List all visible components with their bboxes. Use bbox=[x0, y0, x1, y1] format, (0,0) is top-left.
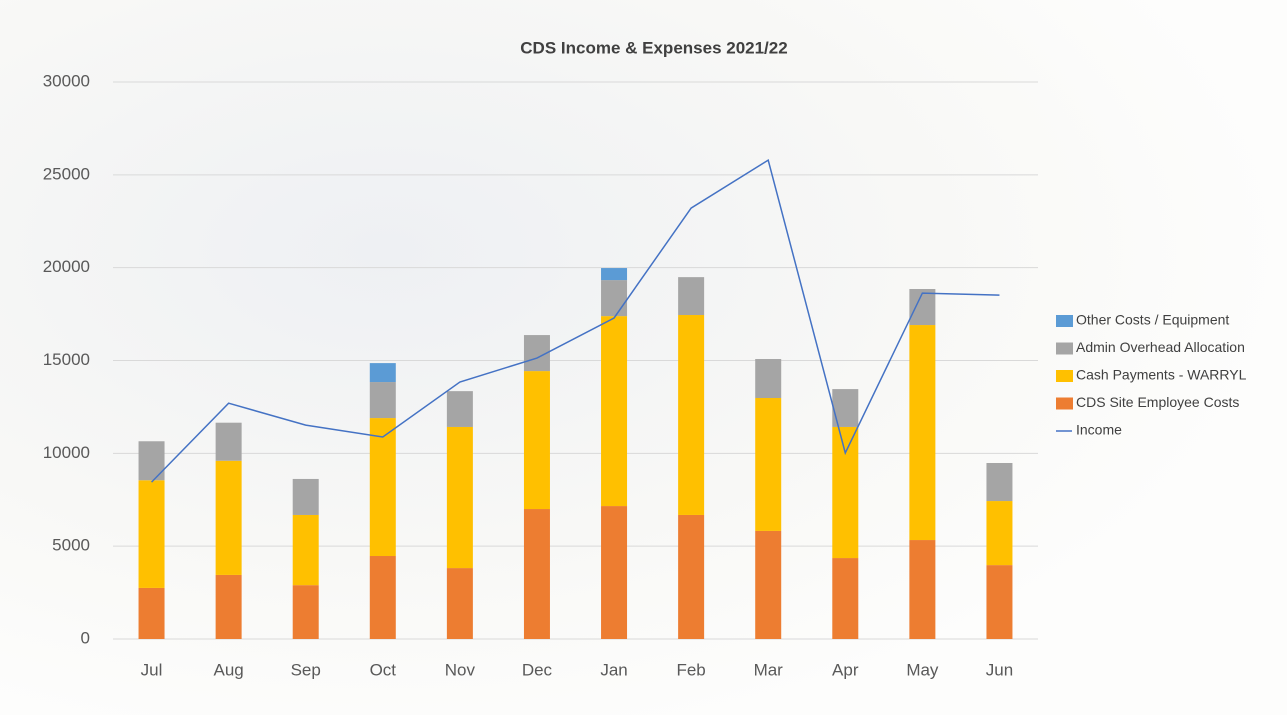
bar-segment bbox=[216, 423, 242, 461]
bar-segment bbox=[909, 325, 935, 540]
x-tick-label: Apr bbox=[832, 660, 859, 679]
x-tick-label: Oct bbox=[370, 660, 397, 679]
legend-label: Cash Payments - WARRYL bbox=[1076, 367, 1247, 383]
bar-segment bbox=[524, 371, 550, 509]
x-tick-label: Jun bbox=[986, 660, 1013, 679]
legend-label: Income bbox=[1076, 422, 1122, 438]
legend-swatch bbox=[1056, 370, 1073, 382]
bar-segment bbox=[909, 540, 935, 639]
legend-label: Admin Overhead Allocation bbox=[1076, 339, 1245, 355]
bar-segment bbox=[601, 280, 627, 316]
bar-segment bbox=[832, 558, 858, 639]
y-tick-label: 15000 bbox=[43, 350, 90, 369]
y-tick-label: 20000 bbox=[43, 257, 90, 276]
y-tick-label: 25000 bbox=[43, 164, 90, 183]
bar-segment bbox=[370, 556, 396, 639]
bar-segment bbox=[216, 575, 242, 639]
x-tick-label: Jul bbox=[141, 660, 163, 679]
bar-segment bbox=[678, 515, 704, 639]
x-tick-label: May bbox=[906, 660, 939, 679]
x-tick-label: Feb bbox=[676, 660, 705, 679]
x-tick-label: Sep bbox=[291, 660, 321, 679]
bar-segment bbox=[293, 479, 319, 515]
bar-segment bbox=[139, 480, 165, 588]
bar-segment bbox=[370, 382, 396, 418]
bar-segment bbox=[755, 359, 781, 398]
legend-swatch bbox=[1056, 315, 1073, 327]
bar-segment bbox=[293, 515, 319, 585]
x-tick-label: Dec bbox=[522, 660, 553, 679]
x-tick-label: Nov bbox=[445, 660, 476, 679]
legend-label: Other Costs / Equipment bbox=[1076, 312, 1229, 328]
bar-segment bbox=[139, 441, 165, 480]
bar-segment bbox=[601, 506, 627, 639]
x-tick-label: Aug bbox=[214, 660, 244, 679]
chart: CDS Income & Expenses 2021/22 0 5000 10000… bbox=[0, 0, 1287, 715]
bar-segment bbox=[755, 398, 781, 531]
bar-segment bbox=[986, 565, 1012, 639]
y-tick-label: 5000 bbox=[52, 536, 90, 555]
bar-segment bbox=[447, 391, 473, 427]
x-tick-label: Jan bbox=[600, 660, 627, 679]
legend-swatch bbox=[1056, 398, 1073, 410]
bar-segment bbox=[678, 277, 704, 315]
bar-segment bbox=[755, 531, 781, 639]
bar-segment bbox=[370, 363, 396, 382]
y-tick-label: 0 bbox=[81, 628, 90, 647]
chart-title: CDS Income & Expenses 2021/22 bbox=[520, 38, 787, 57]
legend-label: CDS Site Employee Costs bbox=[1076, 394, 1239, 410]
x-tick-label: Mar bbox=[754, 660, 784, 679]
bar-segment bbox=[370, 418, 396, 556]
bar-segment bbox=[601, 316, 627, 506]
bar-segment bbox=[601, 268, 627, 280]
background bbox=[0, 0, 1287, 715]
bar-segment bbox=[678, 315, 704, 515]
y-tick-label: 30000 bbox=[43, 71, 90, 90]
bar-segment bbox=[832, 427, 858, 558]
bar-segment bbox=[524, 509, 550, 639]
bar-segment bbox=[139, 588, 165, 639]
bar-segment bbox=[293, 585, 319, 639]
bar-segment bbox=[986, 463, 1012, 501]
bar-segment bbox=[447, 568, 473, 639]
legend-swatch bbox=[1056, 343, 1073, 355]
y-tick-label: 10000 bbox=[43, 443, 90, 462]
bar-segment bbox=[447, 427, 473, 568]
bar-segment bbox=[986, 501, 1012, 565]
bar-segment bbox=[216, 461, 242, 575]
